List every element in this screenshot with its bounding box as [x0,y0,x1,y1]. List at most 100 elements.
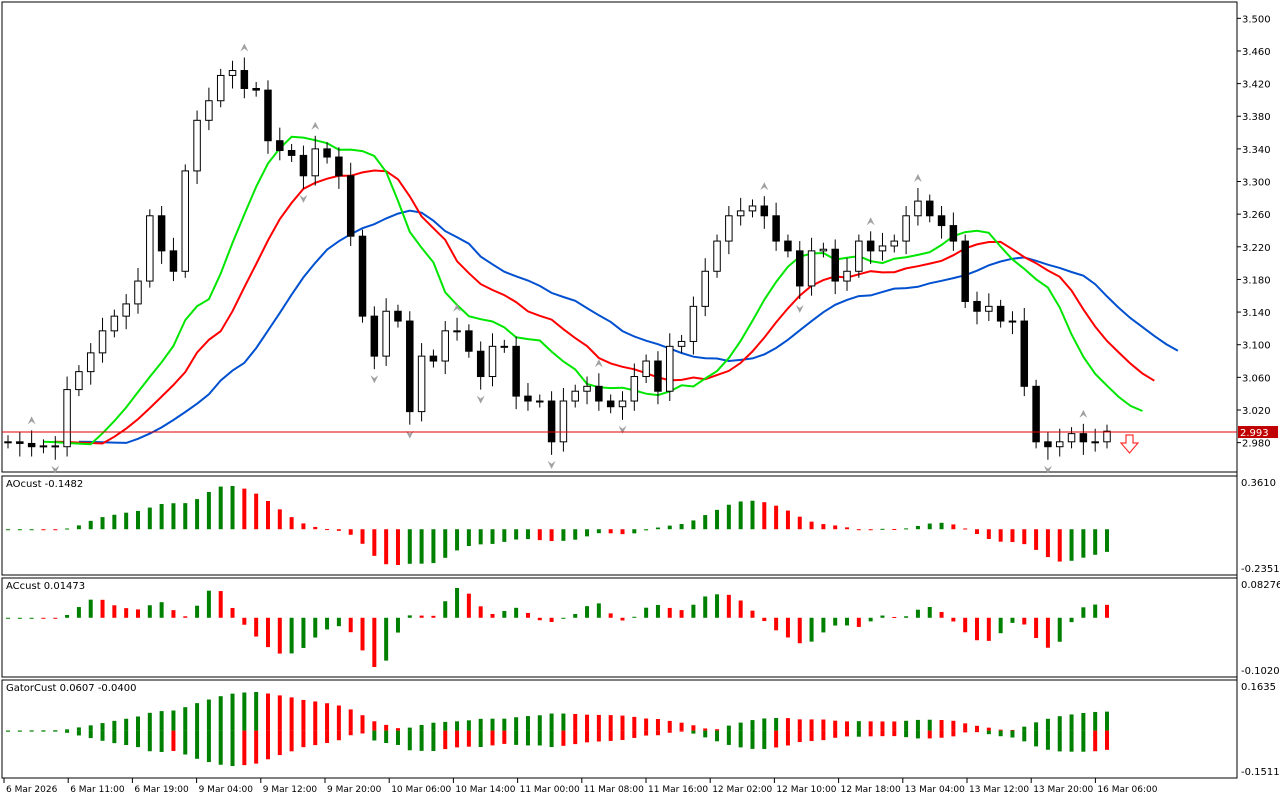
bear-candle [524,395,532,402]
gator-bar [455,721,460,731]
fractal-up-icon [866,217,875,226]
gator-bar [336,730,341,741]
ao-bar [183,503,188,530]
ao-bar [809,521,814,530]
gator-bar [904,730,909,738]
ac-bar [1057,617,1062,642]
ao-bar [762,502,767,530]
bull-candle [914,200,922,217]
time-label: 12 Mar 18:00 [841,785,901,795]
ymin-label: -0.2351 [1241,564,1280,575]
bull-candle [193,119,201,172]
bear-candle [27,442,36,448]
gator-bar [443,721,448,731]
gator-bar [65,730,70,733]
time-label: 10 Mar 06:00 [391,785,451,795]
gator-bar [1093,711,1098,731]
fractal-up-icon [311,121,320,130]
bear-candle [323,148,331,158]
ao-bar [112,514,117,530]
gator-bar [679,730,684,732]
ac-bar [443,601,448,618]
bull-candle [890,240,899,247]
ao-bar [856,529,861,531]
bull-candle [630,376,639,402]
ac-bar [738,600,743,618]
panel-frame-2 [1,577,1238,678]
ao-bar [159,504,164,530]
gator-bar [384,724,389,731]
gator-bar [325,730,330,743]
ac-bar [655,604,660,618]
ac-bar [785,617,790,638]
bull-candle [819,248,828,252]
time-label: 10 Mar 14:00 [455,785,515,795]
gator-bar [939,719,944,731]
bear-candle [264,89,272,142]
ao-bar [431,529,436,564]
ao-bar [466,529,471,547]
gator-bar [443,730,448,750]
ac-bar [561,617,566,619]
bear-candle [16,441,24,444]
ao-bar [407,529,412,564]
gator-bar [620,730,625,740]
ac-bar [608,613,613,618]
ao-bar [502,529,507,542]
gator-bar [230,693,235,731]
bear-candle [169,250,178,272]
gator-bar [726,730,731,745]
gator-bar [620,715,625,731]
teeth-line [55,169,1155,445]
ao-bar [1105,529,1109,552]
gator-bar [915,719,920,731]
gator-bar [785,718,790,731]
ac-bar [206,590,211,618]
gator-bar [301,699,306,731]
ao-bar [1010,529,1015,543]
gator-bar [573,714,578,731]
bear-candle [335,156,343,177]
ac-bar [395,617,400,633]
bear-candle [831,248,839,282]
gator-bar [336,705,341,731]
gator-bar [986,727,991,731]
ao-bar [1045,529,1050,558]
gator-bar [53,730,58,732]
gator-bar [395,728,400,731]
bull-candle [382,310,390,357]
gator-bar [466,720,471,731]
ao-bar [301,523,306,530]
fractal-up-icon [913,174,922,183]
gator-bar [644,718,649,731]
gator-bar [573,730,578,745]
bull-candle [1055,441,1064,448]
gator-bar [975,725,980,731]
ao-bar [1069,529,1074,561]
ac-bar [135,609,140,618]
bear-candle [772,215,780,242]
ao-bar [29,529,34,531]
gator-bar [100,730,105,741]
ao-bar [750,500,755,530]
ao-bar [691,520,696,530]
bear-candle [394,310,402,322]
ao-bar [6,529,10,531]
ao-bar [313,526,318,530]
ymax-label: 0.1635 [1241,682,1276,693]
ac-bar [372,617,377,667]
current-price-badge [1238,426,1278,439]
bull-candle [713,240,721,272]
ao-bar [336,529,341,531]
gator-bar [667,720,672,731]
ao-bar [951,524,956,530]
gator-bar [726,725,731,731]
gator-bar [478,718,483,731]
ao-bar [549,529,554,542]
y-tick-label: 2.980 [1242,439,1271,450]
bull-candle [63,389,71,448]
bull-candle [122,303,130,317]
gator-bar [289,730,294,752]
